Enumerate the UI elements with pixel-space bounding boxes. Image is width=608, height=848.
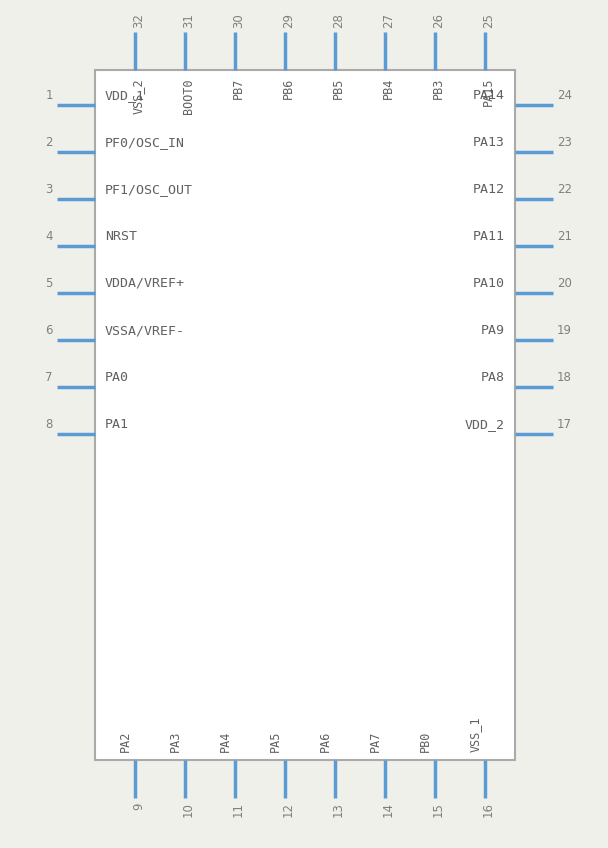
- Text: 19: 19: [557, 324, 572, 337]
- Text: PA15: PA15: [482, 78, 495, 107]
- Text: VSS_2: VSS_2: [132, 78, 145, 114]
- Text: PA8: PA8: [481, 371, 505, 384]
- Text: PA1: PA1: [105, 418, 129, 431]
- Text: 8: 8: [46, 418, 53, 431]
- Text: 3: 3: [46, 183, 53, 196]
- Text: 6: 6: [46, 324, 53, 337]
- Text: 28: 28: [332, 13, 345, 28]
- Text: 22: 22: [557, 183, 572, 196]
- Text: PB3: PB3: [432, 78, 445, 99]
- Text: 12: 12: [282, 802, 295, 817]
- Text: 15: 15: [432, 802, 445, 817]
- Text: 11: 11: [232, 802, 245, 817]
- Text: 21: 21: [557, 230, 572, 243]
- Text: 13: 13: [332, 802, 345, 817]
- Text: PF1/OSC_OUT: PF1/OSC_OUT: [105, 183, 193, 196]
- Bar: [95, 70, 515, 760]
- Text: BOOT0: BOOT0: [182, 78, 195, 114]
- Text: NRST: NRST: [105, 230, 137, 243]
- Text: 20: 20: [557, 277, 572, 290]
- Text: VDD_1: VDD_1: [105, 89, 145, 102]
- Text: PB5: PB5: [332, 78, 345, 99]
- Text: 32: 32: [132, 13, 145, 28]
- Text: PA3: PA3: [169, 731, 182, 752]
- Text: 26: 26: [432, 13, 445, 28]
- Text: 31: 31: [182, 13, 195, 28]
- Text: 18: 18: [557, 371, 572, 384]
- Text: VSSA/VREF-: VSSA/VREF-: [105, 324, 185, 337]
- Text: 10: 10: [182, 802, 195, 817]
- Text: VSS_1: VSS_1: [469, 717, 482, 752]
- Text: PA12: PA12: [473, 183, 505, 196]
- Text: PA0: PA0: [105, 371, 129, 384]
- Text: PA9: PA9: [481, 324, 505, 337]
- Text: PA11: PA11: [473, 230, 505, 243]
- Text: PB0: PB0: [419, 731, 432, 752]
- Text: 17: 17: [557, 418, 572, 431]
- Text: 14: 14: [382, 802, 395, 817]
- Text: 24: 24: [557, 89, 572, 102]
- Text: PA13: PA13: [473, 136, 505, 149]
- Text: PA14: PA14: [473, 89, 505, 102]
- Text: 29: 29: [282, 13, 295, 28]
- Text: 9: 9: [132, 802, 145, 810]
- Text: 5: 5: [46, 277, 53, 290]
- Text: PA6: PA6: [319, 731, 332, 752]
- Text: PF0/OSC_IN: PF0/OSC_IN: [105, 136, 185, 149]
- Text: 2: 2: [46, 136, 53, 149]
- Text: PA10: PA10: [473, 277, 505, 290]
- Text: PB6: PB6: [282, 78, 295, 99]
- Text: 25: 25: [482, 13, 495, 28]
- Text: VDDA/VREF+: VDDA/VREF+: [105, 277, 185, 290]
- Text: 16: 16: [482, 802, 495, 817]
- Text: 23: 23: [557, 136, 572, 149]
- Text: 7: 7: [46, 371, 53, 384]
- Text: PB4: PB4: [382, 78, 395, 99]
- Text: PA4: PA4: [219, 731, 232, 752]
- Text: 27: 27: [382, 13, 395, 28]
- Text: PA2: PA2: [119, 731, 132, 752]
- Text: VDD_2: VDD_2: [465, 418, 505, 431]
- Text: PA5: PA5: [269, 731, 282, 752]
- Text: 30: 30: [232, 14, 245, 28]
- Text: PB7: PB7: [232, 78, 245, 99]
- Text: 1: 1: [46, 89, 53, 102]
- Text: 4: 4: [46, 230, 53, 243]
- Text: PA7: PA7: [369, 731, 382, 752]
